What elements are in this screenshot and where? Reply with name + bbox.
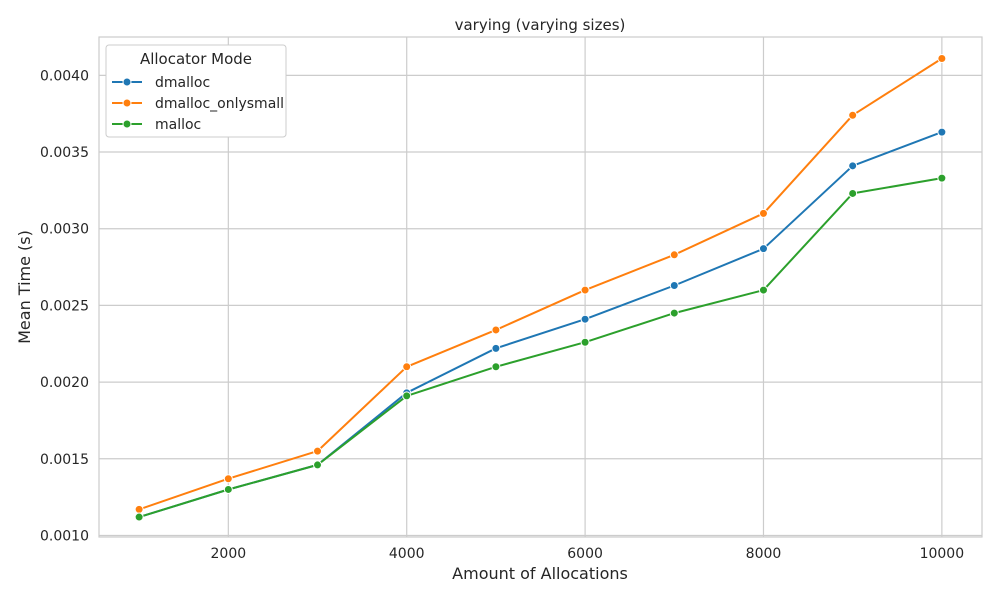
legend-marker xyxy=(122,98,132,108)
x-tick-label: 10000 xyxy=(920,546,965,562)
data-point-dmalloc-onlysmall xyxy=(402,362,412,372)
series-line-dmalloc-onlysmall xyxy=(138,57,943,511)
y-tick-label: 0.0015 xyxy=(40,452,89,468)
data-point-dmalloc-onlysmall xyxy=(848,110,858,120)
data-point-dmalloc-onlysmall xyxy=(491,325,501,335)
data-point-dmalloc xyxy=(848,161,858,171)
legend-label: dmalloc xyxy=(155,75,210,91)
data-point-dmalloc-onlysmall xyxy=(669,250,679,260)
x-tick-label: 6000 xyxy=(567,546,603,562)
data-point-dmalloc-onlysmall xyxy=(937,53,947,63)
legend-marker xyxy=(122,77,132,87)
legend-item-malloc: malloc xyxy=(112,117,201,133)
series-lines xyxy=(134,53,947,522)
series-line-malloc xyxy=(138,177,943,519)
data-point-dmalloc xyxy=(491,343,501,353)
y-tick-label: 0.0030 xyxy=(40,222,89,238)
data-point-dmalloc-onlysmall xyxy=(134,504,144,514)
data-point-dmalloc-onlysmall xyxy=(223,474,233,484)
y-tick-label: 0.0025 xyxy=(40,298,89,314)
legend-item-dmalloc-onlysmall: dmalloc_onlysmall xyxy=(112,96,284,112)
data-point-malloc xyxy=(223,484,233,494)
data-point-dmalloc xyxy=(580,314,590,324)
legend-marker xyxy=(122,119,132,129)
data-point-dmalloc-onlysmall xyxy=(580,285,590,295)
legend-title: Allocator Mode xyxy=(140,50,252,68)
data-point-malloc xyxy=(134,512,144,522)
data-point-dmalloc-onlysmall xyxy=(313,446,323,456)
data-point-dmalloc-onlysmall xyxy=(758,208,768,218)
data-point-malloc xyxy=(937,173,947,183)
grid-lines xyxy=(99,37,982,537)
data-point-malloc xyxy=(491,362,501,372)
chart-title: varying (varying sizes) xyxy=(455,16,626,34)
y-axis-label: Mean Time (s) xyxy=(15,230,34,344)
x-axis-label: Amount of Allocations xyxy=(452,564,628,583)
x-axis-ticks: 2000 4000 6000 8000 10000 xyxy=(211,546,965,562)
data-point-malloc xyxy=(580,337,590,347)
legend-item-dmalloc: dmalloc xyxy=(112,75,210,91)
data-point-malloc xyxy=(758,285,768,295)
data-point-malloc xyxy=(669,308,679,318)
series-dmalloc-onlysmall xyxy=(134,53,947,514)
y-tick-label: 0.0020 xyxy=(40,375,89,391)
legend: Allocator Mode dmalloc dmalloc_onlysmallm… xyxy=(105,44,287,138)
x-tick-label: 2000 xyxy=(211,546,247,562)
y-tick-label: 0.0040 xyxy=(40,68,89,84)
series-malloc xyxy=(134,173,947,522)
y-tick-label: 0.0010 xyxy=(40,528,89,544)
data-point-malloc xyxy=(313,460,323,470)
y-axis-ticks: 0.0010 0.0015 0.0020 0.0025 0.0030 0.0035 0.00… xyxy=(40,68,89,544)
data-point-dmalloc xyxy=(937,127,947,137)
legend-label: dmalloc_onlysmall xyxy=(155,96,284,112)
legend-box xyxy=(105,44,287,138)
x-tick-label: 4000 xyxy=(389,546,425,562)
data-point-malloc xyxy=(402,391,412,401)
data-point-malloc xyxy=(848,188,858,198)
x-tick-label: 8000 xyxy=(746,546,782,562)
data-point-dmalloc xyxy=(669,280,679,290)
legend-label: malloc xyxy=(155,117,201,133)
data-point-dmalloc xyxy=(758,244,768,254)
y-tick-label: 0.0035 xyxy=(40,145,89,161)
